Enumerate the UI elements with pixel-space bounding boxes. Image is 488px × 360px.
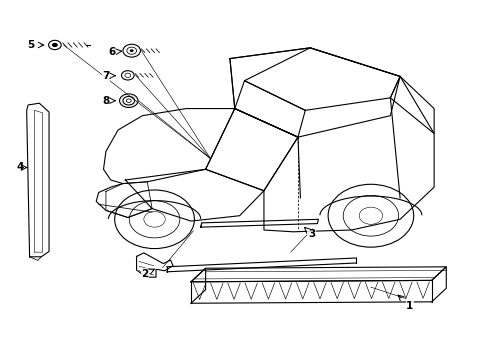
Text: 2: 2 (141, 269, 148, 279)
Text: 6: 6 (108, 47, 116, 57)
Circle shape (52, 43, 58, 47)
Text: 5: 5 (27, 40, 34, 50)
Text: 1: 1 (406, 301, 412, 311)
Text: 7: 7 (102, 71, 109, 81)
Text: 8: 8 (102, 96, 109, 106)
Text: 3: 3 (307, 229, 315, 239)
Text: 4: 4 (16, 162, 23, 172)
Circle shape (129, 49, 133, 52)
